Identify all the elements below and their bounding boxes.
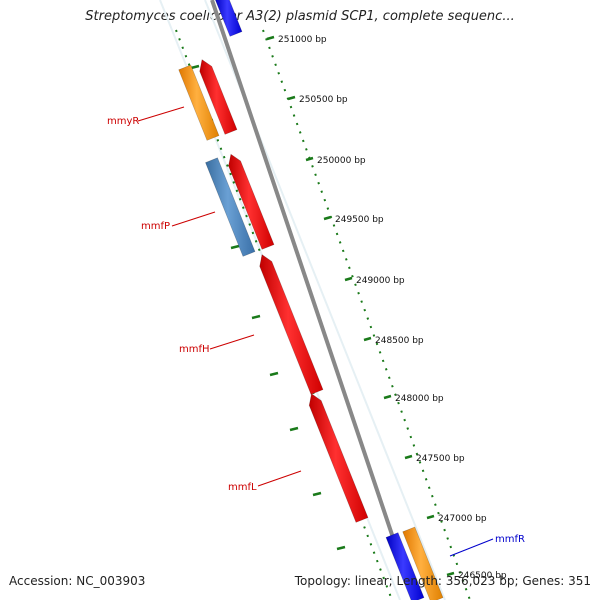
- scale-tick-mark: [446, 571, 455, 577]
- gene-bar-mmfP: [205, 157, 256, 257]
- summary-text: Topology: linear; Length: 356,023 bp; Ge…: [294, 574, 591, 588]
- gene-label: mmfH: [179, 344, 210, 355]
- scale-label: 247000 bp: [438, 514, 487, 524]
- gene-leader-line: [257, 470, 302, 487]
- gene-bar-mmfR-orange: [402, 526, 444, 600]
- gene-bar-mmyR: [178, 64, 220, 141]
- scale-label: 250000 bp: [317, 156, 366, 166]
- scale-tick-mark: [426, 514, 435, 520]
- scale-label: 248000 bp: [395, 394, 444, 404]
- gene-label: mmyR: [107, 116, 139, 127]
- scale-tick-mark: [344, 276, 353, 282]
- tick-mark-left: [336, 545, 346, 551]
- tick-mark-left: [269, 371, 279, 377]
- tick-mark-left: [230, 244, 240, 250]
- gene-leader-line: [171, 211, 216, 227]
- gene-arrow-red: [228, 153, 275, 250]
- map-title: Streptomyces coelicolor A3(2) plasmid SC…: [85, 9, 515, 24]
- gene-label: mmfR: [495, 534, 525, 545]
- gene-arrow-mmfH: [259, 254, 324, 395]
- scale-tick-mark: [363, 336, 372, 342]
- gene-arrow-mmfL: [308, 393, 369, 523]
- scale-tick-mark: [404, 454, 413, 460]
- tick-mark-left: [251, 314, 261, 320]
- scale-label: 249500 bp: [335, 215, 384, 225]
- gene-leader-line: [449, 538, 494, 557]
- gene-arrow-mmyR-partner: [199, 59, 238, 135]
- gene-bar-mmfR-blue: [385, 532, 425, 600]
- tick-mark-left: [190, 64, 200, 70]
- gene-leader-line: [137, 106, 185, 122]
- accession-text: Accession: NC_003903: [9, 574, 146, 588]
- gene-label: mmfP: [141, 221, 170, 232]
- scale-tick-mark: [287, 95, 296, 101]
- scale-label: 247500 bp: [416, 454, 465, 464]
- backbone-line: [210, 0, 416, 600]
- gene-label: mmfL: [228, 482, 257, 493]
- tick-mark-left: [312, 491, 322, 497]
- scale-tick-mark: [323, 215, 332, 221]
- tick-mark-left: [289, 426, 299, 432]
- scale-label: 246500 bp: [458, 571, 507, 581]
- scale-label: 251000 bp: [278, 35, 327, 45]
- scale-label: 249000 bp: [356, 276, 405, 286]
- scale-tick-mark: [383, 394, 392, 400]
- gene-bar-top: [215, 0, 243, 37]
- gene-leader-line: [209, 334, 255, 350]
- scale-tick-mark: [305, 156, 314, 162]
- scale-label: 248500 bp: [375, 336, 424, 346]
- scale-tick-mark: [266, 35, 275, 41]
- scale-label: 250500 bp: [299, 95, 348, 105]
- tick-line-right: [262, 29, 471, 600]
